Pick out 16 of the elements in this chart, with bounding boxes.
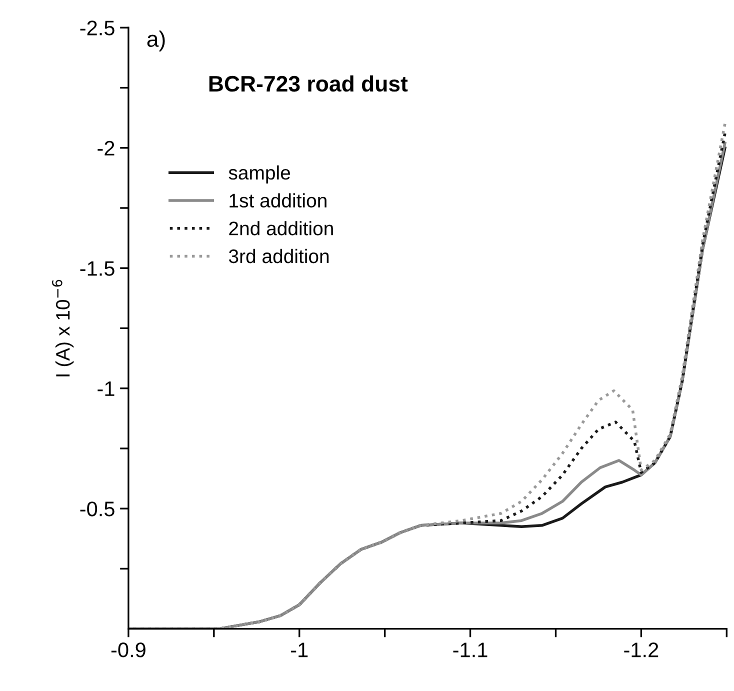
- legend-label: 1st addition: [230, 193, 326, 208]
- y-tick-label: -2: [98, 140, 114, 156]
- legend-label: 3rd addition: [228, 248, 329, 264]
- legend-label: sample: [228, 165, 290, 184]
- annotation: a): [147, 30, 165, 52]
- text: BCR-723 road dust: [209, 75, 408, 92]
- x-tick-label: -1.1: [453, 642, 488, 658]
- x-tick-label: -1.2: [624, 642, 658, 658]
- x-tick-label: -1: [291, 642, 308, 658]
- y-tick-label: -2.5: [80, 20, 114, 36]
- y-tick-label: -0.5: [80, 502, 114, 516]
- x-tick-label: -0.9: [111, 642, 146, 658]
- legend-label: 2nd addition: [229, 221, 333, 236]
- y-tick-label: -1.5: [80, 261, 114, 276]
- y-axis-title: I (A) x 10$^{−6}$: [52, 280, 74, 376]
- y-tick-label: -1: [98, 382, 114, 396]
